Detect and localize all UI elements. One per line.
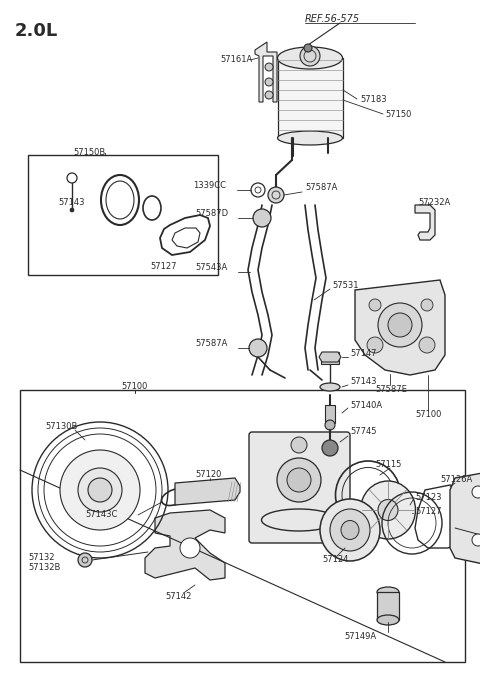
Circle shape [249,339,267,357]
Ellipse shape [320,383,340,391]
Polygon shape [319,352,341,362]
Polygon shape [355,280,445,375]
Text: 57147: 57147 [350,348,376,357]
Bar [20,390,465,662]
Text: 57130B: 57130B [45,422,77,431]
Circle shape [369,299,381,311]
Ellipse shape [377,587,399,597]
Text: 57587A: 57587A [305,184,337,193]
Circle shape [180,538,200,558]
Text: 1339CC: 1339CC [193,182,226,191]
Ellipse shape [277,131,343,145]
Circle shape [472,534,480,546]
Ellipse shape [113,480,123,500]
Polygon shape [175,478,240,505]
Circle shape [419,337,435,353]
Text: 57120: 57120 [195,470,221,479]
Circle shape [70,208,74,212]
Text: 57143C: 57143C [85,510,118,519]
Circle shape [472,486,480,498]
Ellipse shape [360,481,416,539]
Text: 57142: 57142 [165,592,192,601]
Text: 57115: 57115 [375,460,401,469]
Text: 57150: 57150 [385,110,411,119]
Text: 57123: 57123 [415,493,442,502]
Text: 57531: 57531 [332,281,359,290]
Text: 57124: 57124 [322,555,348,564]
Circle shape [322,440,338,456]
Circle shape [78,468,122,512]
Text: 57149A: 57149A [344,632,376,641]
Bar [321,352,339,364]
Circle shape [265,78,273,86]
Ellipse shape [377,615,399,625]
Circle shape [265,91,273,99]
Circle shape [325,420,335,430]
Text: 57126A: 57126A [440,475,472,484]
Circle shape [304,44,312,52]
Circle shape [277,458,321,502]
Text: 57140A: 57140A [350,401,382,410]
Text: 57127: 57127 [150,262,177,271]
Ellipse shape [277,47,343,69]
Text: 57127: 57127 [415,507,442,516]
Circle shape [253,209,271,227]
Circle shape [388,313,412,337]
Circle shape [78,553,92,567]
Circle shape [421,299,433,311]
Circle shape [291,437,307,453]
Bar [325,405,335,423]
Circle shape [300,46,320,66]
Text: 57161A: 57161A [220,55,252,64]
Text: 57587D: 57587D [195,210,228,218]
Text: 57587E: 57587E [375,385,407,394]
Polygon shape [145,510,225,580]
Polygon shape [172,228,200,248]
Text: 57587A: 57587A [195,340,228,348]
Polygon shape [255,42,277,102]
Bar [28,155,218,275]
Circle shape [367,337,383,353]
Text: 2.0L: 2.0L [15,22,58,40]
Ellipse shape [330,509,370,551]
Circle shape [287,468,311,492]
Circle shape [60,450,140,530]
Text: 57183: 57183 [360,95,386,104]
Ellipse shape [378,500,398,521]
Text: 57232A: 57232A [418,198,450,207]
FancyBboxPatch shape [249,432,350,543]
Text: 57100: 57100 [122,382,148,391]
Circle shape [268,187,284,203]
Ellipse shape [77,480,87,500]
Text: 57132: 57132 [28,553,55,562]
Text: 57143: 57143 [350,378,376,386]
Text: 57150B: 57150B [74,148,106,157]
Circle shape [88,478,112,502]
Circle shape [378,303,422,347]
Bar [278,58,343,138]
Text: 57543A: 57543A [195,264,227,273]
Ellipse shape [341,521,359,540]
Text: 57100: 57100 [415,410,442,419]
Polygon shape [415,205,435,240]
Circle shape [265,63,273,71]
Text: 57745: 57745 [350,428,376,437]
Text: REF.56-575: REF.56-575 [305,14,360,24]
Polygon shape [450,472,480,565]
Text: 57132B: 57132B [28,563,60,572]
Bar [377,592,399,620]
Ellipse shape [320,499,380,561]
Text: 57143: 57143 [58,198,84,207]
